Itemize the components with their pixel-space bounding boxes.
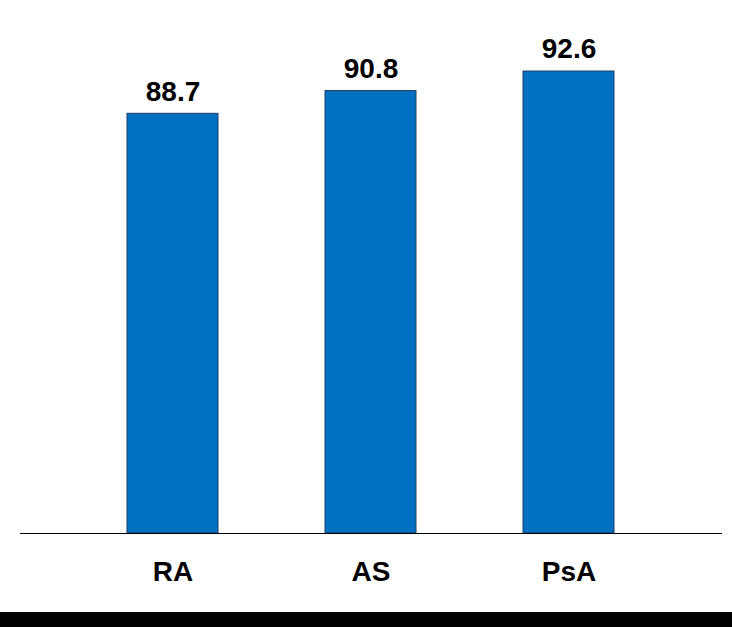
svg-text:88.7: 88.7 [146, 76, 201, 107]
svg-text:92.6: 92.6 [542, 33, 597, 64]
svg-text:RA: RA [153, 556, 193, 587]
svg-text:AS: AS [352, 556, 391, 587]
svg-text:PsA: PsA [542, 556, 596, 587]
svg-text:90.8: 90.8 [344, 53, 399, 84]
